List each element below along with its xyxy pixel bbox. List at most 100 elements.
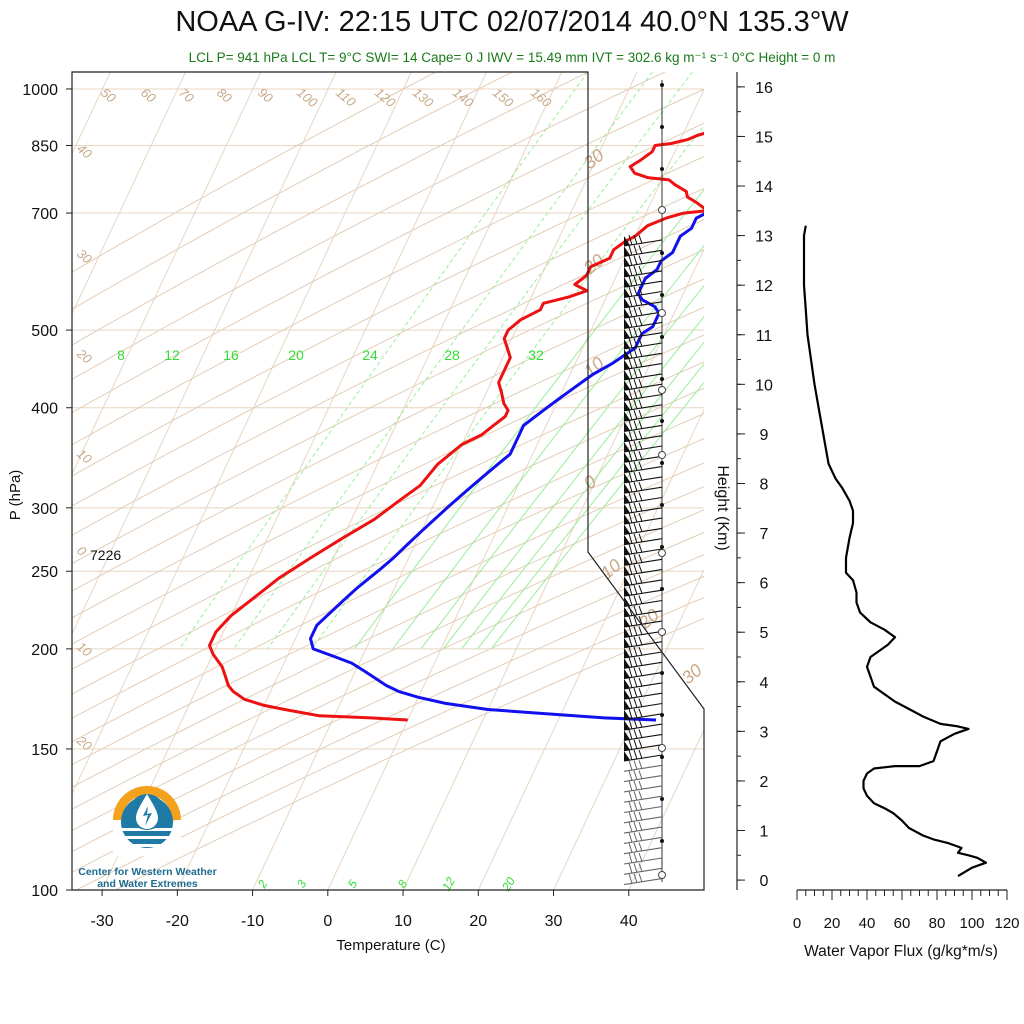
wind-barb-feather <box>633 739 638 750</box>
wind-barb-flag <box>624 359 630 370</box>
wind-barb-feather <box>628 667 633 678</box>
wind-barb <box>623 836 663 844</box>
wind-barb <box>623 260 663 268</box>
wind-barb-flag <box>624 339 630 349</box>
dry-adiabat <box>72 187 704 507</box>
wind-barb-flag <box>624 297 630 308</box>
wind-barb-feather <box>638 605 643 615</box>
adiabat-label: 50 <box>98 85 119 106</box>
wind-barb-feather <box>628 306 633 318</box>
wind-barb-flag <box>624 627 630 638</box>
wind-barb <box>623 847 663 855</box>
x-tick-label: -10 <box>241 913 264 930</box>
wind-barb-flag <box>624 462 630 473</box>
wind-barb-feather <box>633 420 638 430</box>
wind-barb-feather <box>633 327 638 338</box>
height-tick-label: 8 <box>760 476 769 493</box>
wind-barb <box>623 424 663 432</box>
barb-circle <box>658 386 666 394</box>
wind-barb <box>623 558 663 566</box>
wind-barb-feather <box>633 451 638 461</box>
wind-barb-feather <box>628 512 633 524</box>
wind-barb-feather <box>628 399 633 410</box>
cw3e-logo <box>113 786 181 856</box>
wind-barb-feather <box>628 543 633 555</box>
isotherm <box>72 72 412 796</box>
wind-barb <box>623 332 663 340</box>
isotherm-label: 30 <box>678 660 706 688</box>
wind-barb-flag <box>624 596 630 607</box>
adiabat-label: 0 <box>74 543 90 560</box>
wind-barb-feather <box>633 461 638 471</box>
wind-barb-feather <box>638 626 643 635</box>
flux-tick-label: 40 <box>859 915 876 932</box>
wind-barb-feather <box>638 760 643 769</box>
wind-barb <box>623 672 663 680</box>
wind-barb-feather <box>628 842 633 853</box>
wind-barb-feather <box>628 502 633 513</box>
wind-barb <box>623 702 663 711</box>
wind-barb-feather <box>628 615 633 627</box>
wind-barb <box>623 383 663 391</box>
wind-barb-feather <box>628 595 633 606</box>
wind-barb-feather <box>638 265 643 275</box>
x-tick-label: 0 <box>323 913 332 930</box>
wind-barb-feather <box>628 657 633 668</box>
dry-adiabat <box>72 306 704 619</box>
y-axis-label: P (hPa) <box>7 470 24 521</box>
isotherm <box>72 72 187 315</box>
wind-barb-flag <box>624 308 630 319</box>
height-axis-label: Height (Km) <box>714 465 731 550</box>
wind-barb-feather <box>633 708 638 719</box>
barb-dot <box>660 251 664 255</box>
height-annotation: 7226 <box>90 547 121 563</box>
wind-barb-feather <box>638 379 643 388</box>
wind-barb-feather <box>628 255 633 266</box>
barb-dot <box>660 167 664 171</box>
wind-barb-feather <box>638 399 643 409</box>
dry-adiabat <box>72 361 704 670</box>
wind-barb-feather <box>633 389 638 399</box>
wind-barb-feather <box>628 554 633 565</box>
mixing-ratio-line <box>311 124 704 650</box>
wind-barb-feather <box>628 780 633 792</box>
wind-barb <box>623 579 663 587</box>
wind-barb <box>623 342 663 350</box>
wind-barb-feather <box>633 523 638 533</box>
wind-barb-feather <box>633 317 638 327</box>
wind-barb-feather <box>638 708 643 718</box>
wind-barb-feather <box>638 461 643 471</box>
wind-barb <box>623 723 663 731</box>
wind-barb-feather <box>633 296 638 307</box>
wind-barb-feather <box>638 667 643 677</box>
wind-barb-feather <box>633 440 638 451</box>
wind-barb-feather <box>638 821 643 831</box>
flux-tick-label: 20 <box>824 915 841 932</box>
wind-barb-feather <box>628 749 633 761</box>
wind-barb-feather <box>638 389 643 399</box>
x-tick-label: -30 <box>91 913 114 930</box>
height-tick-label: 6 <box>760 576 769 593</box>
dry-adiabat <box>72 387 704 695</box>
wind-barb-feather <box>628 327 633 338</box>
dry-adiabat <box>72 509 704 810</box>
y-tick-label: 150 <box>31 742 58 759</box>
wind-barb-feather <box>633 585 638 595</box>
wind-barb-feather <box>638 646 643 656</box>
wind-barb-feather <box>633 492 638 502</box>
wind-barb-feather <box>638 554 643 563</box>
adiabat-label: 60 <box>138 85 159 106</box>
mixing-ratio-label: 2 <box>254 877 270 891</box>
wind-barb-feather <box>638 430 643 440</box>
wind-barb-feather <box>638 286 643 296</box>
isotherm <box>176 72 563 890</box>
dry-adiabat <box>72 72 513 310</box>
wind-barb-feather <box>638 327 643 337</box>
wind-barb-flag <box>624 709 630 720</box>
wind-barb-feather <box>638 729 643 738</box>
isotherm <box>101 72 488 890</box>
wind-barb <box>623 249 663 257</box>
wind-barb <box>623 414 663 422</box>
adiabat-label: 80 <box>214 85 235 106</box>
